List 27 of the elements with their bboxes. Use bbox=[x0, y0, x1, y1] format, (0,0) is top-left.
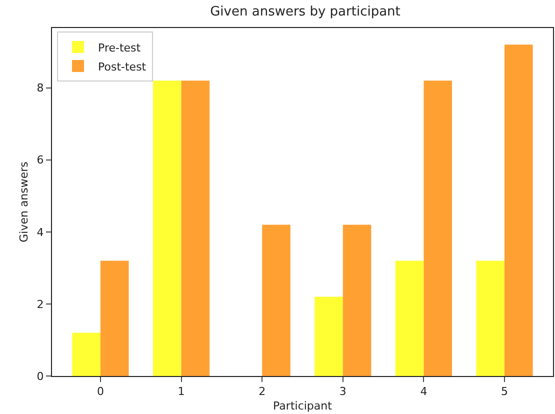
y-tick-label: 8 bbox=[36, 82, 44, 95]
y-tick-label: 4 bbox=[36, 226, 44, 239]
bar bbox=[262, 224, 290, 376]
bar bbox=[342, 224, 372, 376]
x-tick-label: 5 bbox=[501, 385, 508, 398]
bar bbox=[153, 80, 182, 376]
x-tick-label: 2 bbox=[258, 385, 266, 398]
y-tick-label: 2 bbox=[36, 298, 44, 311]
bar bbox=[395, 260, 424, 376]
chart-title: Given answers by participant bbox=[210, 4, 400, 20]
bar bbox=[100, 260, 129, 376]
bar bbox=[476, 260, 505, 376]
bar bbox=[504, 44, 533, 376]
y-tick-label: 6 bbox=[36, 154, 44, 167]
x-tick-label: 4 bbox=[420, 385, 428, 398]
bar bbox=[181, 80, 210, 376]
x-tick-label: 0 bbox=[96, 385, 104, 398]
legend-label: Pre-test bbox=[98, 41, 142, 54]
x-axis-title: Participant bbox=[273, 399, 333, 412]
bar bbox=[424, 80, 452, 376]
y-axis-title: Given answers bbox=[17, 161, 30, 242]
x-tick-label: 3 bbox=[339, 385, 346, 398]
y-tick-label: 0 bbox=[36, 370, 44, 383]
bar bbox=[314, 296, 343, 376]
x-tick-label: 1 bbox=[178, 385, 185, 398]
legend-label: Post-test bbox=[98, 60, 147, 74]
bar bbox=[72, 332, 100, 376]
